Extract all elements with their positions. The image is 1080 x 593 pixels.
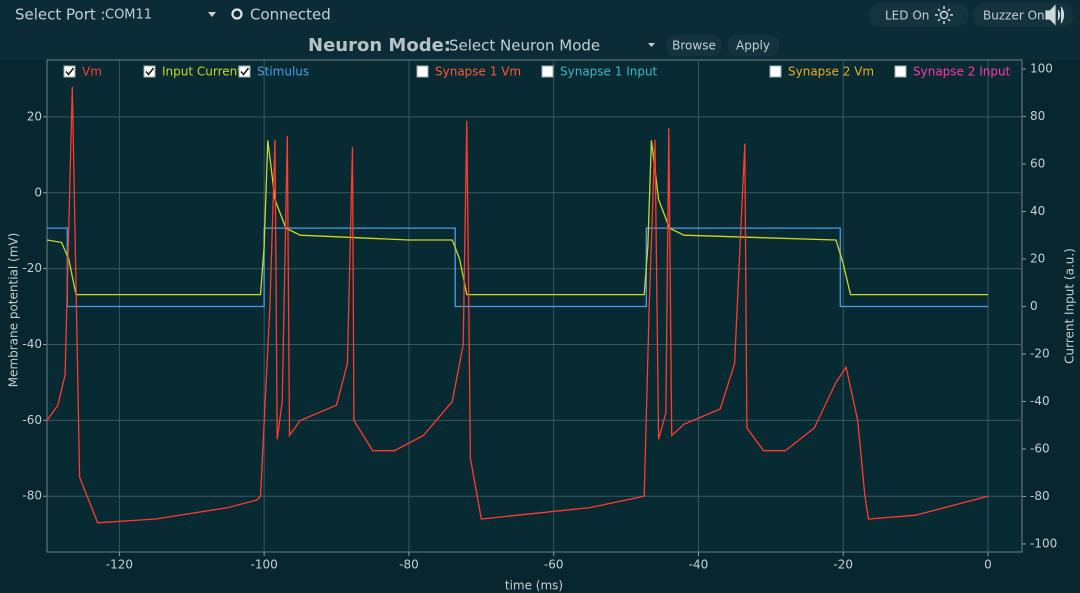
status: Connected [250, 6, 331, 24]
y-axis-label: Membrane potential (mV) [7, 233, 21, 388]
dropdown-arrow[interactable] [208, 12, 216, 17]
series-line [46, 140, 988, 296]
y-tick-label: -60 [22, 413, 42, 427]
y2-tick-label: -60 [1030, 441, 1050, 455]
legend-label[interactable]: Vm [82, 65, 102, 79]
x-axis-label: time (ms) [505, 579, 563, 593]
browse-label[interactable]: Browse [672, 39, 716, 53]
y2-tick-label: 100 [1030, 62, 1053, 76]
legend-label[interactable]: Input Current [162, 65, 242, 79]
x-tick-label: -40 [689, 558, 709, 572]
legend-checkbox[interactable] [769, 65, 782, 78]
legend-checkbox[interactable] [894, 65, 907, 78]
apply-label[interactable]: Apply [736, 39, 770, 53]
legend-checkbox[interactable] [541, 65, 554, 78]
y-tick-label: -40 [22, 337, 42, 351]
x-tick-label: -60 [544, 558, 564, 572]
legend-check [65, 67, 75, 76]
mode-label: Neuron Mode: [308, 35, 451, 56]
apply-button[interactable] [728, 35, 779, 56]
legend-label[interactable]: Synapse 2 Vm [788, 65, 874, 79]
series-line [46, 86, 989, 524]
x-tick-label: -20 [833, 558, 853, 572]
legend-label[interactable]: Stimulus [257, 65, 309, 79]
legend-checkbox[interactable] [238, 65, 251, 78]
y-tick-label: -80 [22, 489, 42, 503]
buzzer-button[interactable] [973, 3, 1073, 27]
y2-tick-label: 0 [1030, 299, 1038, 313]
y-tick-label: 20 [27, 109, 42, 123]
y2-tick-label: -100 [1030, 536, 1057, 550]
y-tick-label: 0 [34, 185, 42, 199]
legend-label[interactable]: Synapse 2 Input [913, 65, 1011, 79]
buzzer-label[interactable]: Buzzer On [983, 9, 1045, 23]
x-tick-label: -120 [106, 558, 133, 572]
legend-check [240, 67, 250, 76]
x-tick-label: 0 [984, 558, 992, 572]
x-tick-label: -80 [399, 558, 419, 572]
legend-checkbox[interactable] [143, 65, 156, 78]
legend-checkbox[interactable] [416, 65, 429, 78]
y2-tick-label: -80 [1030, 489, 1050, 503]
y2-tick-label: 40 [1030, 204, 1045, 218]
led-label[interactable]: LED On [885, 9, 929, 23]
legend-label[interactable]: Synapse 1 Input [560, 65, 658, 79]
status-icon [231, 8, 243, 20]
led-icon [935, 6, 953, 24]
port-value[interactable]: COM11 [105, 8, 152, 23]
x-tick-label: -100 [251, 558, 278, 572]
y2-tick-label: 60 [1030, 157, 1045, 171]
y2-tick-label: -20 [1030, 346, 1050, 360]
y2-tick-label: -40 [1030, 394, 1050, 408]
y2-tick-label: 80 [1030, 109, 1045, 123]
buzzer-icon [1045, 4, 1065, 26]
browse-button[interactable] [666, 35, 722, 56]
legend-label[interactable]: Synapse 1 Vm [435, 65, 521, 79]
dropdown-arrow[interactable] [648, 43, 655, 47]
y2-axis-label: Current Input (a.u.) [1063, 248, 1077, 364]
port-label: Select Port : [15, 6, 106, 24]
legend-checkbox[interactable] [63, 65, 76, 78]
mode-value[interactable]: Select Neuron Mode [449, 37, 600, 55]
legend-check [145, 67, 155, 76]
y2-tick-label: 20 [1030, 251, 1045, 265]
y-tick-label: -20 [22, 261, 42, 275]
